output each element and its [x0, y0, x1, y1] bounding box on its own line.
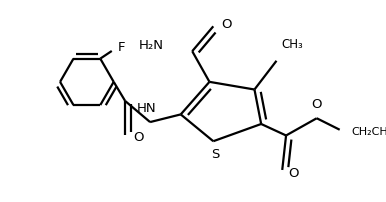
Text: CH₃: CH₃	[281, 38, 303, 51]
Text: O: O	[222, 18, 232, 31]
Text: H₂N: H₂N	[139, 39, 164, 52]
Text: CH₂CH₃: CH₂CH₃	[351, 127, 386, 137]
Text: O: O	[133, 131, 144, 144]
Text: HN: HN	[136, 102, 156, 115]
Text: O: O	[312, 98, 322, 111]
Text: S: S	[211, 148, 219, 161]
Text: O: O	[288, 167, 299, 180]
Text: F: F	[118, 41, 125, 54]
